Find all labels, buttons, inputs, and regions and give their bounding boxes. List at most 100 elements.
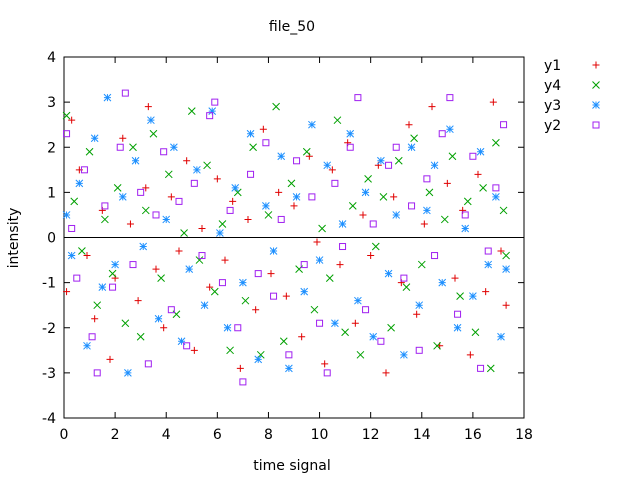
x-tick-label: 4 [162, 427, 171, 443]
data-point-y1 [198, 224, 206, 232]
data-point-y2 [385, 161, 393, 169]
data-point-y4 [499, 206, 508, 215]
data-point-y1 [183, 157, 191, 165]
data-point-y3 [170, 143, 178, 152]
data-point-y4 [310, 305, 319, 314]
data-point-y1 [497, 247, 505, 255]
legend-label-y3: y3 [544, 98, 561, 114]
data-point-y4 [279, 337, 288, 346]
data-point-y4 [402, 283, 411, 291]
data-point-y2 [116, 143, 124, 151]
data-point-y2 [293, 157, 301, 165]
data-point-y1 [259, 125, 267, 133]
data-point-y2 [500, 121, 508, 129]
data-point-y2 [377, 337, 385, 345]
data-point-y4 [203, 161, 211, 170]
data-point-y4 [471, 328, 480, 337]
data-point-y3 [361, 188, 370, 197]
data-point-y1 [206, 283, 214, 291]
data-point-y1 [267, 270, 275, 278]
data-point-y3 [369, 332, 378, 341]
data-point-y1 [321, 360, 329, 368]
data-point-y3 [430, 161, 439, 170]
x-tick-label: 10 [311, 427, 329, 443]
data-point-y4 [302, 147, 311, 156]
data-point-y4 [325, 274, 334, 282]
data-point-y3 [262, 202, 270, 210]
data-point-y3 [193, 165, 201, 174]
data-point-y3 [415, 301, 424, 310]
data-point-y2 [247, 170, 255, 178]
data-point-y4 [129, 143, 137, 152]
data-point-y1 [443, 179, 451, 187]
series-y3 [62, 93, 510, 377]
data-point-y3 [177, 337, 186, 346]
data-point-y1 [152, 265, 160, 273]
data-point-y4 [101, 215, 109, 224]
data-point-y3 [407, 143, 416, 152]
data-point-y1 [83, 252, 91, 260]
data-point-y4 [70, 197, 79, 206]
y-tick-label: -1 [42, 276, 56, 292]
data-point-y3 [453, 323, 462, 332]
y-tick-label: 2 [47, 140, 56, 156]
data-point-y3 [346, 129, 355, 138]
data-point-y2 [121, 89, 129, 97]
y-tick-label: -4 [42, 411, 56, 427]
data-point-y4 [394, 156, 403, 165]
y-tick-label: 1 [47, 185, 56, 201]
data-point-y4 [180, 229, 188, 237]
data-point-y3 [492, 193, 500, 201]
data-point-y2 [63, 130, 71, 138]
data-point-y1 [351, 319, 359, 327]
legend-label-y2: y2 [544, 118, 561, 134]
data-point-y2 [354, 94, 362, 102]
data-point-y1 [313, 238, 321, 246]
legend-marker-y2 [592, 121, 600, 129]
data-point-y1 [502, 301, 510, 309]
data-point-y2 [415, 346, 423, 354]
data-point-y3 [461, 224, 470, 233]
data-point-y1 [236, 364, 244, 372]
data-point-y2 [262, 139, 270, 147]
data-point-y4 [164, 170, 173, 179]
data-point-y3 [331, 319, 339, 328]
data-point-y2 [369, 220, 377, 228]
data-point-y2 [454, 310, 462, 318]
data-point-y1 [63, 288, 71, 296]
data-point-y4 [333, 116, 342, 125]
data-point-y2 [477, 364, 485, 372]
data-point-y1 [359, 211, 367, 219]
data-point-y4 [157, 274, 165, 282]
y-tick-label: -3 [42, 366, 56, 382]
data-point-y1 [382, 369, 390, 377]
x-tick-label: 12 [362, 427, 380, 443]
data-point-y1 [298, 333, 306, 341]
data-point-y2 [277, 215, 285, 223]
data-point-y1 [221, 256, 229, 264]
data-point-y3 [323, 161, 332, 170]
data-point-y4 [113, 184, 122, 192]
data-point-y2 [160, 148, 168, 156]
y-axis-label: intensity [6, 208, 22, 269]
data-point-y3 [111, 260, 119, 269]
data-point-y3 [476, 147, 485, 156]
data-point-y2 [423, 175, 431, 183]
data-point-y4 [417, 260, 426, 269]
data-point-y4 [93, 301, 102, 310]
data-point-y1 [119, 134, 127, 142]
data-point-y1 [405, 121, 413, 129]
data-point-y2 [88, 333, 96, 341]
data-point-y2 [109, 283, 117, 291]
data-point-y4 [341, 328, 349, 337]
data-point-y2 [362, 306, 370, 314]
x-tick-label: 14 [413, 427, 431, 443]
data-point-y2 [270, 292, 278, 300]
x-tick-label: 16 [464, 427, 482, 443]
data-point-y3 [300, 287, 309, 296]
data-point-y2 [68, 224, 76, 232]
data-point-y4 [108, 269, 117, 278]
data-point-y2 [408, 202, 416, 210]
data-point-y3 [400, 350, 408, 359]
